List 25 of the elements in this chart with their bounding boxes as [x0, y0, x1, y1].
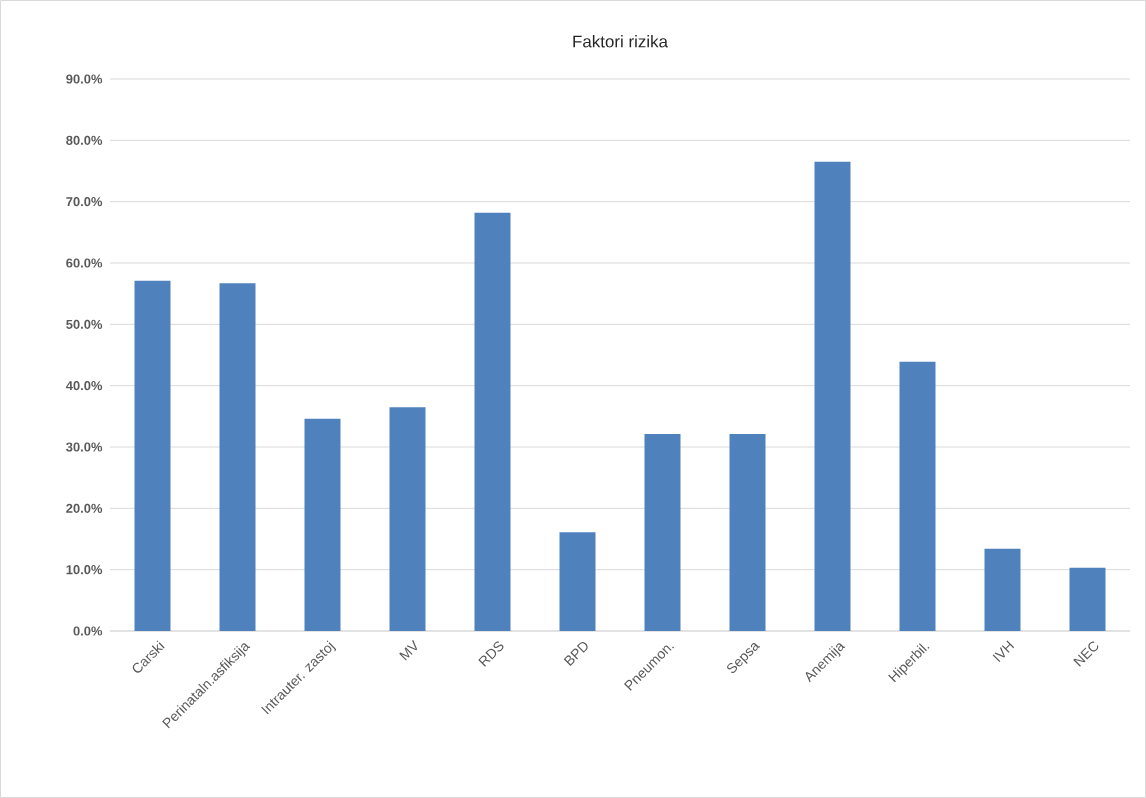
bar	[474, 212, 511, 631]
x-tick-label: IVH	[992, 640, 1015, 663]
y-tick-label: 90.0%	[66, 74, 103, 84]
bar	[134, 280, 171, 631]
x-tick-label: MV	[399, 639, 418, 661]
bar	[644, 434, 681, 631]
y-tick-label: 80.0%	[66, 135, 103, 145]
y-tick-label: 40.0%	[65, 381, 103, 391]
bar	[729, 434, 766, 631]
bar	[814, 161, 851, 631]
bar	[389, 407, 426, 631]
bar	[304, 418, 341, 631]
y-tick-label: 20.0%	[66, 503, 103, 513]
y-tick-label: 50.0%	[66, 319, 103, 329]
bar	[899, 361, 936, 631]
bar	[1069, 567, 1106, 631]
y-tick-label: 30.0%	[66, 442, 103, 452]
bar	[219, 283, 256, 631]
y-tick-label: 60.0%	[66, 258, 103, 268]
chart-title: Faktori rizika	[573, 35, 668, 48]
y-tick-label: 0.0%	[73, 626, 103, 636]
bar	[984, 548, 1021, 631]
y-tick-label: 10.0%	[66, 565, 103, 575]
y-tick-label: 70.0%	[66, 197, 103, 207]
bar	[559, 532, 596, 631]
